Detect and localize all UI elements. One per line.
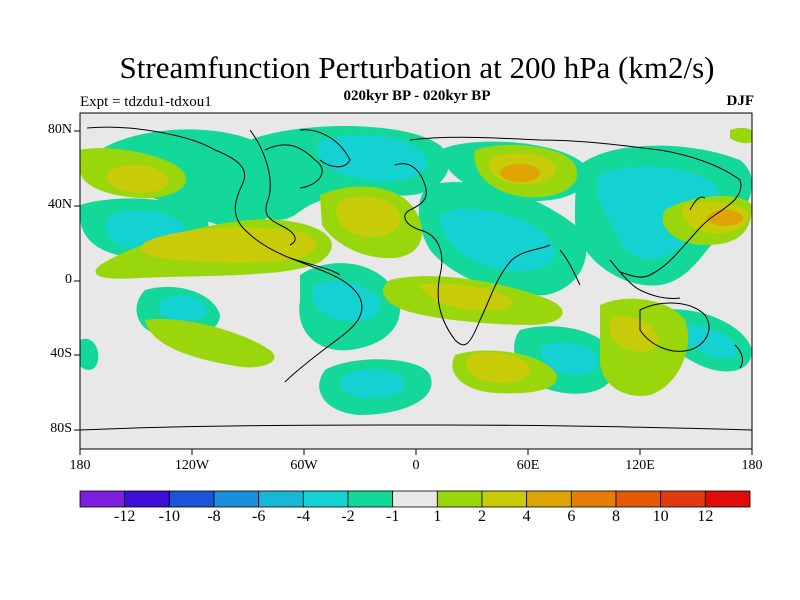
- season-label: DJF: [726, 93, 755, 109]
- experiment-label: Expt = tdzdu1-tdxou1: [80, 94, 212, 110]
- plot-subtitle: 020kyr BP - 020kyr BP: [343, 88, 491, 104]
- plot-title: Streamfunction Perturbation at 200 hPa (…: [119, 50, 715, 85]
- colorbar-label: -12: [113, 508, 136, 525]
- colorbar-label: 6: [567, 508, 576, 525]
- lat-label-80n: 80N: [47, 122, 72, 137]
- colorbar-label: -6: [251, 508, 266, 525]
- colorbar-label: -8: [207, 508, 221, 525]
- coastlines: [80, 126, 752, 431]
- lon-label-60e: 60E: [516, 458, 540, 473]
- lon-label-0: 0: [412, 458, 420, 473]
- colorbar-label: -1: [385, 508, 400, 525]
- colorbar-label: -4: [296, 508, 310, 525]
- negative-contours-strong: [105, 135, 738, 398]
- lat-label-0: 0: [65, 272, 72, 287]
- colorbar-label: 1: [433, 508, 442, 525]
- axis-ticks: [74, 130, 753, 455]
- colorbar-label: 12: [697, 508, 714, 525]
- lon-label-180e: 180: [741, 458, 763, 473]
- lon-label-60w: 60W: [290, 458, 318, 473]
- colorbar-label: 8: [612, 508, 620, 525]
- colorbar-label: 10: [652, 508, 669, 525]
- lat-label-40n: 40N: [47, 197, 72, 212]
- lat-label-40s: 40S: [50, 346, 72, 361]
- lon-label-180w: 180: [69, 458, 91, 473]
- colorbar-label: -10: [158, 508, 180, 525]
- colorbar-label: 2: [478, 508, 486, 525]
- lon-label-120e: 120E: [625, 458, 655, 473]
- lat-label-80s: 80S: [50, 421, 72, 436]
- positive-contours-medium: [106, 153, 749, 383]
- lon-label-120w: 120W: [174, 458, 210, 473]
- colorbar-label: -2: [341, 508, 355, 525]
- colorbar-label: 4: [522, 508, 531, 525]
